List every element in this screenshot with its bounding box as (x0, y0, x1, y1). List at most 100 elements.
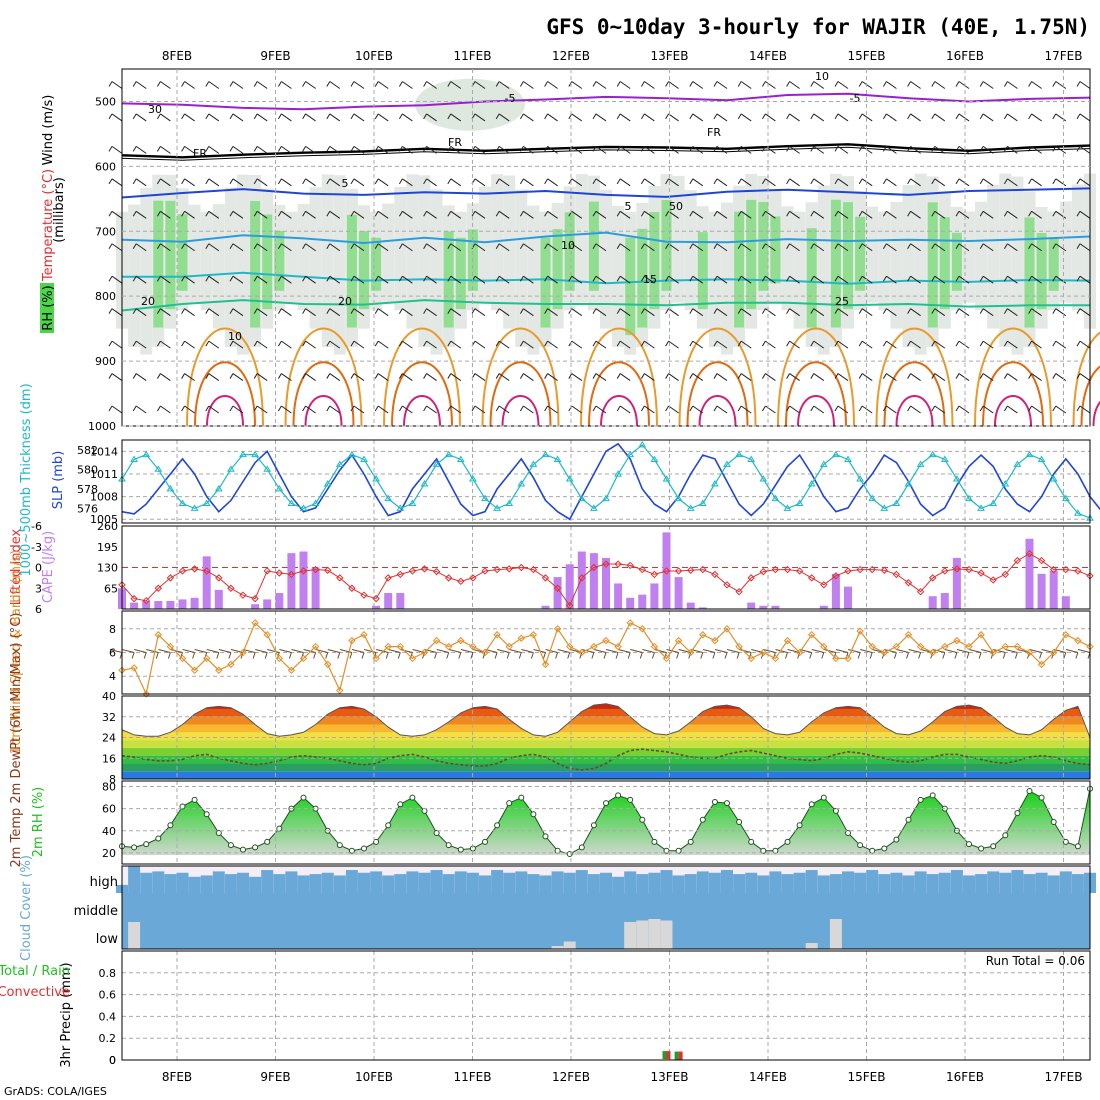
upper-wind-barb (495, 81, 510, 89)
upper-wind-barb (447, 275, 462, 284)
upper-wind-barb (108, 405, 123, 414)
contour-label: 20 (141, 295, 155, 308)
thickness-marker (686, 504, 695, 511)
cloud-high-bar (527, 874, 540, 893)
upper-wind-barb (350, 145, 365, 154)
wind-marker (638, 625, 647, 633)
rh-marker (252, 844, 259, 851)
upper-wind-barb (858, 113, 873, 122)
cape-bar (384, 593, 393, 609)
rh-marker (687, 838, 694, 845)
thickness-marker (360, 455, 368, 463)
cloud-high-bar (696, 871, 709, 893)
cloud-high-label: high (90, 875, 118, 890)
wind-marker (699, 631, 707, 639)
thickness-marker (287, 499, 296, 506)
upper-wind-barb (544, 308, 558, 317)
cape-tick: 65 (104, 582, 118, 595)
wind-barb (666, 649, 680, 659)
wind-marker (420, 648, 429, 657)
rh-shade-cell (309, 187, 322, 329)
thickness-marker (928, 450, 937, 458)
x-tick-bottom: 17FEB (1045, 1070, 1083, 1084)
cape-bar (287, 553, 296, 609)
upper-wind-barb (374, 308, 389, 317)
upper-wind-barb (834, 81, 849, 89)
precip-tick: 0 (109, 1054, 116, 1067)
x-tick-bottom: 13FEB (651, 1070, 689, 1084)
upper-wind-barb (544, 405, 558, 414)
upper-wind-barb (495, 243, 510, 252)
upper-wind-barb (955, 405, 970, 414)
rh-moist-cell (552, 229, 563, 310)
rh-tick: 80 (102, 781, 116, 794)
cloud-high-bar (854, 872, 867, 893)
li-line (121, 553, 1091, 607)
upper-wind-barb (326, 373, 341, 381)
thickness-marker (638, 440, 647, 448)
upper-wind-barb (132, 145, 147, 154)
cape-bar (130, 602, 139, 609)
wind-barb (605, 649, 619, 659)
cape-bar (396, 593, 405, 609)
wind-marker (408, 654, 417, 663)
rh-marker (385, 822, 392, 829)
x-tick-bottom: 15FEB (848, 1070, 886, 1084)
thickness-marker (711, 479, 719, 487)
upper-wind-barb (834, 275, 849, 284)
thickness-marker (747, 455, 756, 463)
upper-wind-barb (1003, 243, 1018, 252)
upper-wind-barb (1028, 145, 1042, 154)
rh-shade-cell (237, 174, 249, 355)
upper-wind-barb (834, 243, 849, 252)
wind-barb (436, 649, 450, 659)
precip-label: 3hr Precip (mm) (59, 962, 74, 1067)
rh-shade-cell (878, 211, 891, 311)
upper-wind-barb (907, 210, 921, 219)
upper-wind-barb (181, 243, 195, 252)
li-marker (154, 584, 163, 592)
contour-label: FR (193, 147, 207, 160)
li-marker (892, 570, 901, 579)
rh-marker (845, 830, 851, 837)
upper-wind-barb (1076, 178, 1091, 187)
thickness-marker (396, 504, 405, 511)
x-tick-top: 14FEB (749, 49, 787, 63)
upper-wind-barb (495, 145, 510, 154)
li-marker (1001, 570, 1010, 579)
temp-line (121, 703, 1091, 738)
cape-bar (602, 557, 610, 609)
thickness-marker (529, 460, 538, 467)
upper-wind-barb (592, 340, 607, 349)
upper-wind-barb (1052, 243, 1067, 252)
upper-wind-barb (398, 275, 413, 284)
cloud-high-bar (370, 871, 383, 893)
upper-wind-barb (326, 308, 341, 317)
cape-bar (589, 553, 598, 609)
cloud-high-bar (817, 875, 830, 893)
thickness-marker (311, 499, 320, 506)
wind-barb (327, 649, 341, 659)
wind-barb (1077, 649, 1091, 659)
upper-wind-barb (253, 340, 268, 349)
wind-marker (759, 648, 768, 657)
upper-wind-barb (156, 340, 171, 349)
li-marker (578, 574, 586, 582)
cape-bar (698, 607, 707, 609)
upper-wind-barb (181, 210, 195, 219)
upper-wind-barb (108, 243, 123, 252)
rh-marker (227, 842, 234, 849)
upper-wind-barb (350, 81, 365, 89)
thickness-marker (408, 499, 417, 506)
rh-marker (990, 843, 997, 850)
thickness-frame (121, 439, 1091, 524)
wind-marker (771, 654, 780, 663)
upper-wind-barb (882, 275, 897, 284)
wind-marker (360, 631, 368, 639)
li-marker (626, 561, 634, 570)
rh-marker (615, 792, 622, 799)
rh-marker (482, 838, 488, 845)
rh-marker (808, 801, 815, 808)
upper-wind-barb (761, 145, 776, 154)
